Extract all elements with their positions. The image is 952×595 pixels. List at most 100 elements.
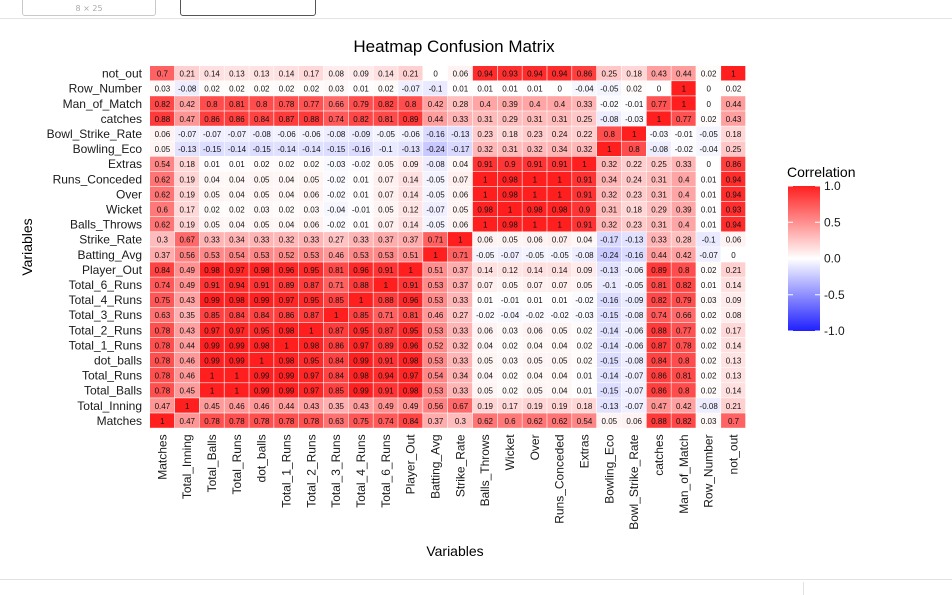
heatmap-cell-label: 0.04 bbox=[477, 341, 493, 350]
heatmap-cell-label: 0.07 bbox=[378, 190, 394, 199]
heatmap-cell-label: 0.18 bbox=[626, 70, 642, 79]
heatmap-cell bbox=[621, 413, 646, 428]
heatmap-cell bbox=[596, 171, 622, 187]
heatmap-cell-label: 0.46 bbox=[328, 251, 344, 260]
heatmap-cell-label: -0.06 bbox=[302, 130, 321, 139]
y-tick-label: Over bbox=[116, 187, 142, 201]
heatmap-cell-label: -0.05 bbox=[600, 85, 619, 94]
heatmap-cell-label: 1 bbox=[607, 145, 612, 154]
toolbar-button-left[interactable]: 8 × 25 bbox=[22, 0, 156, 16]
heatmap-cell-label: 0.71 bbox=[328, 281, 344, 290]
heatmap-cell-label: 0.02 bbox=[254, 85, 270, 94]
heatmap-cell bbox=[621, 81, 646, 96]
heatmap-cell bbox=[423, 66, 448, 81]
heatmap-cell-label: 0.4 bbox=[529, 100, 541, 109]
heatmap-cell bbox=[621, 217, 646, 232]
heatmap-cell-label: 1 bbox=[334, 311, 339, 320]
heatmap-cell-label: 0.07 bbox=[378, 175, 394, 184]
heatmap-cell bbox=[547, 262, 572, 277]
heatmap-cell bbox=[547, 232, 572, 247]
heatmap-cell-label: 0.31 bbox=[651, 221, 667, 230]
heatmap-cell bbox=[721, 277, 746, 292]
heatmap-cell-label: 0.04 bbox=[279, 190, 295, 199]
heatmap-cell bbox=[547, 171, 572, 187]
heatmap-cell-label: 0.33 bbox=[676, 160, 692, 169]
heatmap-cell bbox=[174, 126, 200, 141]
heatmap-cell bbox=[274, 66, 299, 81]
heatmap-cell-label: -0.1 bbox=[702, 236, 716, 245]
heatmap-cell bbox=[596, 383, 622, 398]
toolbar-button-right[interactable] bbox=[180, 0, 316, 16]
heatmap-cell bbox=[646, 337, 671, 353]
heatmap-cell bbox=[174, 398, 200, 413]
heatmap-cell bbox=[199, 171, 224, 187]
heatmap-cell bbox=[522, 111, 547, 126]
heatmap-cell bbox=[298, 111, 324, 126]
heatmap-cell bbox=[398, 232, 423, 247]
heatmap-cell-label: 0.78 bbox=[204, 417, 220, 426]
heatmap-cell bbox=[497, 171, 522, 187]
heatmap-cell-label: -0.02 bbox=[675, 145, 694, 154]
heatmap-cell-label: -0.02 bbox=[476, 311, 495, 320]
heatmap-cell-label: -0.07 bbox=[426, 205, 445, 214]
heatmap-cell-label: 0.34 bbox=[229, 236, 245, 245]
heatmap-cell-label: 0.52 bbox=[428, 341, 444, 350]
heatmap-cell bbox=[423, 217, 448, 232]
legend-color-bar bbox=[788, 186, 820, 331]
heatmap-cell-label: 0.9 bbox=[504, 160, 516, 169]
heatmap-cell-label: 0.43 bbox=[304, 402, 320, 411]
heatmap-cell-label: 0.32 bbox=[577, 145, 593, 154]
heatmap-cell bbox=[646, 398, 671, 413]
heatmap-cell bbox=[621, 307, 646, 323]
heatmap-cell-label: 0.78 bbox=[279, 100, 295, 109]
heatmap-cell-label: 1 bbox=[682, 85, 687, 94]
heatmap-cell bbox=[174, 368, 200, 383]
heatmap-cell-label: 0.51 bbox=[403, 251, 419, 260]
heatmap-cell bbox=[671, 368, 696, 383]
heatmap-cell bbox=[596, 111, 622, 126]
heatmap-cell bbox=[696, 156, 721, 172]
heatmap-cell-label: 0.33 bbox=[204, 236, 220, 245]
heatmap-cell-label: 0.17 bbox=[304, 70, 320, 79]
heatmap-cell-label: 0.02 bbox=[254, 160, 270, 169]
heatmap-cell bbox=[274, 368, 299, 383]
heatmap-cell bbox=[150, 171, 175, 187]
heatmap-cell-label: 0.47 bbox=[651, 402, 667, 411]
heatmap-cell-label: 0.05 bbox=[552, 356, 568, 365]
heatmap-cell-label: 0.34 bbox=[552, 145, 568, 154]
heatmap-cell-label: 0.05 bbox=[254, 190, 270, 199]
heatmap-cell bbox=[398, 322, 423, 338]
heatmap-cell bbox=[447, 352, 473, 368]
heatmap-cell bbox=[249, 383, 274, 398]
heatmap-cell-label: 0.62 bbox=[552, 417, 568, 426]
heatmap-cell bbox=[547, 352, 572, 368]
heatmap-cell-label: 0.37 bbox=[403, 236, 419, 245]
heatmap-cell-label: 0.32 bbox=[477, 145, 493, 154]
heatmap-cell bbox=[423, 352, 448, 368]
heatmap-cell bbox=[646, 156, 671, 172]
heatmap-cell bbox=[423, 171, 448, 187]
heatmap-cell-label: 0.03 bbox=[328, 85, 344, 94]
heatmap-cell bbox=[621, 247, 646, 262]
heatmap-cell bbox=[174, 96, 200, 111]
y-tick-label: Extras bbox=[108, 157, 142, 171]
heatmap-cell bbox=[224, 201, 249, 217]
heatmap-cell bbox=[671, 322, 696, 338]
y-tick-label: Bowling_Eco bbox=[73, 142, 143, 156]
heatmap-cell-label: 0.91 bbox=[378, 356, 394, 365]
heatmap-cell bbox=[174, 171, 200, 187]
heatmap-cell-label: 0.47 bbox=[179, 417, 195, 426]
heatmap-cell bbox=[497, 201, 522, 217]
heatmap-cell bbox=[646, 126, 671, 141]
x-tick-label: Wicket bbox=[503, 434, 517, 471]
heatmap-cell bbox=[696, 383, 721, 398]
heatmap-cell bbox=[199, 201, 224, 217]
heatmap-cell-label: 0.33 bbox=[353, 236, 369, 245]
heatmap-cell-label: 0.87 bbox=[328, 326, 344, 335]
heatmap-cell bbox=[373, 277, 398, 292]
heatmap-cell-label: 0.94 bbox=[477, 70, 493, 79]
heatmap-cell-label: 0.81 bbox=[676, 372, 692, 381]
heatmap-cell-label: 0.33 bbox=[453, 326, 469, 335]
heatmap-cell bbox=[150, 383, 175, 398]
heatmap-cell bbox=[596, 398, 622, 413]
